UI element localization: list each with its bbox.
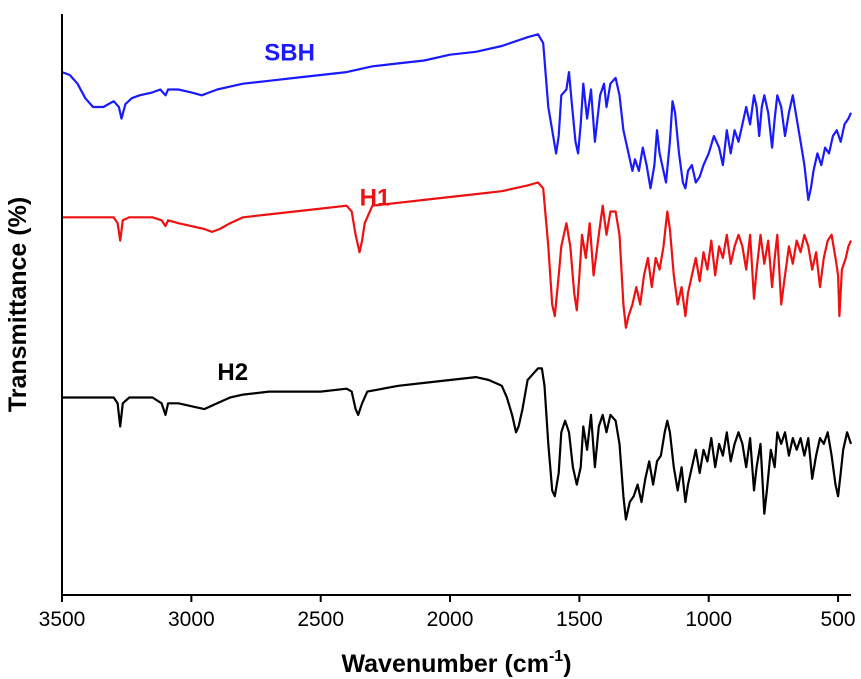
x-axis-title-superscript: -1 [549,648,563,665]
x-tick-label: 3500 [39,608,86,631]
x-tick-label: 3000 [168,608,215,631]
x-tick-label: 500 [821,608,856,631]
series-label-h2: H2 [217,359,248,386]
x-ticks: 3500 3000 2500 2000 1500 1000 500 [39,595,856,631]
series-line-sbh [61,33,853,201]
series-line-h2 [62,367,853,521]
x-tick-label: 1500 [556,608,603,631]
x-axis-title-main: Wavenumber (cm [341,650,548,678]
x-axis-title-close: ) [563,650,571,678]
x-axis-title: Wavenumber (cm-1) [341,648,571,678]
x-tick-label: 1000 [685,608,732,631]
x-tick-label: 2500 [297,608,344,631]
series-labels: SBH H1 H2 [217,39,390,386]
series-label-sbh: SBH [264,39,315,66]
series-line-h1 [62,181,853,329]
x-tick-label: 2000 [427,608,474,631]
series-layer [61,33,853,521]
series-label-h1: H1 [360,185,391,212]
axes-layer [61,14,851,596]
y-axis-title: Transmittance (%) [4,197,32,412]
